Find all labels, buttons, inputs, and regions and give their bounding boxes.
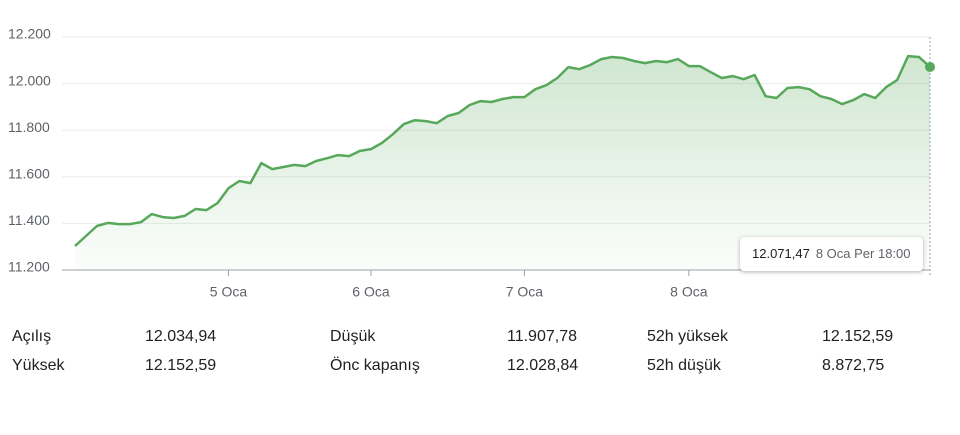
stat-label: Açılış — [12, 328, 52, 345]
area — [75, 56, 930, 270]
stat-label: 52h yüksek — [647, 328, 728, 345]
tooltip-time: 8 Oca Per 18:00 — [815, 246, 911, 261]
tooltip-value: 12.071,47 — [752, 246, 810, 261]
y-tick-label: 12.000 — [8, 72, 51, 88]
y-tick-label: 11.800 — [8, 119, 50, 135]
y-tick-label: 11.600 — [8, 166, 50, 182]
stat-label: Yüksek — [12, 357, 65, 374]
x-tick-label: 5 Oca — [210, 284, 248, 300]
y-tick-label: 12.200 — [8, 26, 51, 42]
line — [74, 54, 931, 247]
x-tick-label: 8 Oca — [670, 284, 708, 300]
stat-label: 52h düşük — [647, 357, 721, 374]
stat-value: 8.872,75 — [822, 357, 885, 374]
chart: 11.200 11.400 11.600 11.800 12.000 12.200 5 Oc… — [8, 26, 935, 300]
x-tick-label: 7 Oca — [506, 284, 544, 300]
last-point — [925, 61, 935, 72]
y-tick-label: 11.200 — [8, 259, 50, 275]
y-tick-label: 11.400 — [8, 212, 50, 228]
stat-value: 12.152,59 — [145, 357, 217, 374]
tooltip: 12.071,47 8 Oca Per 18:00 — [740, 237, 923, 271]
stat-value: 11.907,78 — [507, 328, 577, 345]
stat-value: 12.152,59 — [822, 328, 894, 345]
stat-value: 12.028,84 — [507, 357, 579, 374]
stat-label: Düşük — [330, 328, 376, 345]
stat-value: 12.034,94 — [145, 328, 217, 345]
stat-label: Önc kapanış — [330, 357, 420, 374]
stats: Açılış 12.034,94 Yüksek 12.152,59 Düşük 11.90… — [0, 328, 960, 388]
x-tick-label: 6 Oca — [352, 284, 390, 300]
